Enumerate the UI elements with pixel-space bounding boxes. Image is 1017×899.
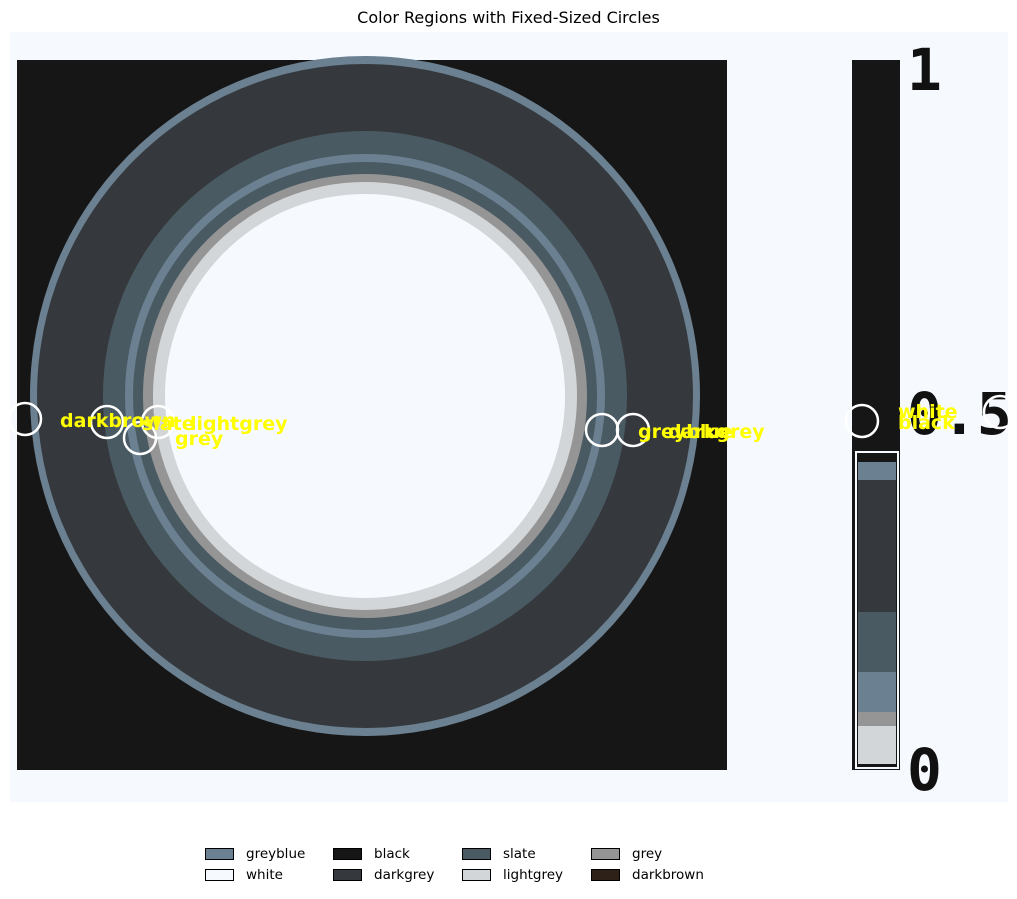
legend-label: greyblue xyxy=(246,846,306,862)
legend-item-white: white xyxy=(205,867,283,883)
colorbar-segment-grey xyxy=(858,712,896,726)
legend-label: black xyxy=(374,846,410,862)
legend-label: grey xyxy=(632,846,663,862)
chart-title: Color Regions with Fixed-Sized Circles xyxy=(357,8,660,27)
legend-item-lightgrey: lightgrey xyxy=(462,867,563,883)
colorbar-segment-lightgrey xyxy=(858,726,896,764)
marker-circles xyxy=(7,394,1017,456)
legend-label: white xyxy=(246,867,283,883)
legend-swatch xyxy=(333,869,362,881)
marker-label-darkbrown: darkbrown xyxy=(60,410,176,432)
ring-region-white xyxy=(165,194,565,598)
colorbar-inner-outline xyxy=(855,451,899,769)
legend-swatch xyxy=(205,848,234,860)
colorbar: 10.50 xyxy=(852,36,1012,804)
marker-label-darkgrey: darkgrey xyxy=(668,421,765,443)
legend-swatch xyxy=(333,848,362,860)
colorbar-tick-label: 0 xyxy=(907,736,942,804)
colorbar-tick-label: 0.5 xyxy=(907,380,1012,448)
marker-circle-white xyxy=(844,403,880,439)
legend-item-black: black xyxy=(333,846,410,862)
legend-item-darkgrey: darkgrey xyxy=(333,867,434,883)
marker-label-black: black xyxy=(898,412,955,434)
marker-circle-grey xyxy=(122,420,158,456)
legend-swatch xyxy=(591,869,620,881)
marker-circle-slate xyxy=(89,404,125,440)
legend-item-grey: grey xyxy=(591,846,662,862)
legend-label: darkbrown xyxy=(632,867,704,883)
legend-item-darkbrown: darkbrown xyxy=(591,867,704,883)
colorbar-segment-slate xyxy=(858,612,896,672)
legend-swatch xyxy=(462,848,491,860)
colorbar-tick-label: 1 xyxy=(907,36,942,104)
legend-item-greyblue: greyblue xyxy=(205,846,305,862)
marker-label-greyblue: greyblue xyxy=(638,421,733,443)
color-ring-regions xyxy=(30,56,700,736)
legend-label: darkgrey xyxy=(374,867,435,883)
marker-label-slate: slate xyxy=(142,413,195,435)
legend-label: slate xyxy=(503,846,536,862)
marker-label-white: white xyxy=(898,401,958,423)
colorbar-segment-darkgrey xyxy=(858,462,896,612)
legend-item-slate: slate xyxy=(462,846,536,862)
marker-circle-darkbrown xyxy=(7,401,43,437)
legend-swatch xyxy=(205,869,234,881)
marker-label-grey: grey xyxy=(175,428,224,450)
legend-swatch xyxy=(462,869,491,881)
legend-swatch xyxy=(591,848,620,860)
legend-label: lightgrey xyxy=(503,867,564,883)
colorbar-segment-greyblue xyxy=(858,462,896,480)
marker-label-lightgrey: lightgrey xyxy=(190,413,288,435)
marker-circle-black xyxy=(982,394,1017,430)
colorbar-segment-greyblue xyxy=(858,672,896,712)
marker-circle-darkgrey xyxy=(615,412,651,448)
